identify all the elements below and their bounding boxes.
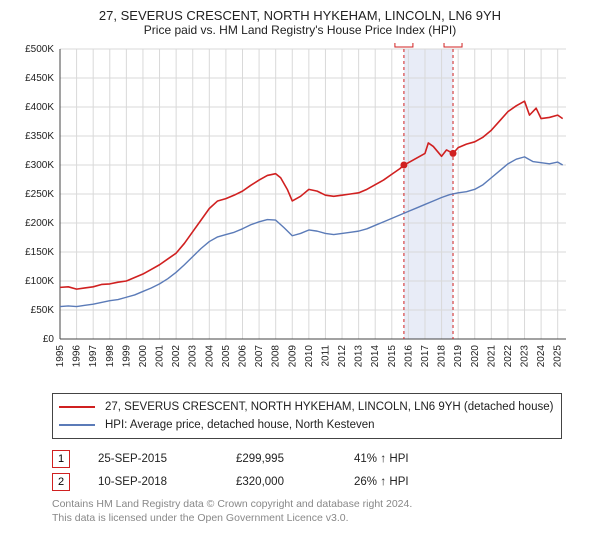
chart-container: 27, SEVERUS CRESCENT, NORTH HYKEHAM, LIN… <box>0 0 600 560</box>
x-tick-label: 2014 <box>370 345 381 368</box>
y-tick-label: £500K <box>25 44 54 55</box>
chart-title: 27, SEVERUS CRESCENT, NORTH HYKEHAM, LIN… <box>12 8 588 23</box>
x-tick-label: 1995 <box>55 345 66 368</box>
x-tick-label: 2013 <box>354 345 365 368</box>
sale-number-box: 2 <box>52 473 70 491</box>
sales-table: 1 25-SEP-2015 £299,995 41% ↑ HPI 2 10-SEP-201… <box>52 447 562 493</box>
y-tick-label: £300K <box>25 160 54 171</box>
x-tick-label: 2000 <box>138 345 149 368</box>
legend-row: 27, SEVERUS CRESCENT, NORTH HYKEHAM, LIN… <box>59 398 555 416</box>
x-tick-label: 2020 <box>470 345 481 368</box>
footer-line-2: This data is licensed under the Open Gov… <box>52 511 588 525</box>
chart-subtitle: Price paid vs. HM Land Registry's House … <box>12 23 588 37</box>
y-tick-label: £350K <box>25 131 54 142</box>
x-tick-label: 2008 <box>271 345 282 368</box>
x-tick-label: 2006 <box>237 345 248 368</box>
sale-price: £299,995 <box>236 448 326 470</box>
x-tick-label: 2004 <box>204 345 215 368</box>
x-tick-label: 2016 <box>403 345 414 368</box>
legend-swatch <box>59 406 95 408</box>
footer-line-1: Contains HM Land Registry data © Crown c… <box>52 497 588 511</box>
sale-row: 2 10-SEP-2018 £320,000 26% ↑ HPI <box>52 470 562 493</box>
sale-number-box: 1 <box>52 450 70 468</box>
x-tick-label: 2002 <box>171 345 182 368</box>
legend-swatch <box>59 424 95 426</box>
x-tick-label: 1999 <box>121 345 132 368</box>
x-tick-label: 2025 <box>553 345 564 368</box>
y-tick-label: £450K <box>25 73 54 84</box>
x-tick-label: 1998 <box>105 345 116 368</box>
chart-plot-area: £0 £50K £100K £150K £200K £250K £300K £350K £400… <box>12 43 588 383</box>
legend-label: HPI: Average price, detached house, Nort… <box>105 416 375 434</box>
x-tick-label: 2011 <box>320 345 331 367</box>
sale-date: 10-SEP-2018 <box>98 471 208 493</box>
legend-row: HPI: Average price, detached house, Nort… <box>59 416 555 434</box>
sale-marker-number: 1 <box>401 43 407 45</box>
x-tick-label: 1996 <box>72 345 83 368</box>
x-tick-label: 2010 <box>304 345 315 368</box>
y-tick-label: £200K <box>25 218 54 229</box>
legend-label: 27, SEVERUS CRESCENT, NORTH HYKEHAM, LIN… <box>105 398 553 416</box>
sale-marker-number: 2 <box>450 43 456 45</box>
sale-date: 25-SEP-2015 <box>98 448 208 470</box>
x-tick-label: 2018 <box>437 345 448 368</box>
x-tick-label: 2021 <box>486 345 497 368</box>
x-tick-label: 1997 <box>88 345 99 368</box>
legend-box: 27, SEVERUS CRESCENT, NORTH HYKEHAM, LIN… <box>52 393 562 439</box>
sale-price: £320,000 <box>236 471 326 493</box>
x-tick-label: 2001 <box>155 345 166 368</box>
footer-attribution: Contains HM Land Registry data © Crown c… <box>52 497 588 525</box>
x-tick-label: 2003 <box>188 345 199 368</box>
sale-pct-vs-hpi: 26% ↑ HPI <box>354 470 409 493</box>
y-tick-label: £50K <box>31 305 55 316</box>
y-tick-label: £400K <box>25 102 54 113</box>
y-tick-label: £250K <box>25 189 54 200</box>
y-tick-label: £0 <box>43 334 55 345</box>
y-tick-label: £150K <box>25 247 54 258</box>
x-tick-label: 2009 <box>287 345 298 368</box>
x-tick-label: 2015 <box>387 345 398 368</box>
sale-row: 1 25-SEP-2015 £299,995 41% ↑ HPI <box>52 447 562 470</box>
sale-pct-vs-hpi: 41% ↑ HPI <box>354 447 409 470</box>
x-tick-label: 2012 <box>337 345 348 368</box>
x-tick-label: 2023 <box>520 345 531 368</box>
line-chart-svg: £0 £50K £100K £150K £200K £250K £300K £350K £400… <box>12 43 588 383</box>
x-tick-label: 2005 <box>221 345 232 368</box>
x-tick-label: 2007 <box>254 345 265 368</box>
x-tick-label: 2022 <box>503 345 514 368</box>
x-tick-label: 2017 <box>420 345 431 368</box>
x-tick-label: 2019 <box>453 345 464 368</box>
x-tick-label: 2024 <box>536 345 547 368</box>
y-tick-label: £100K <box>25 276 54 287</box>
